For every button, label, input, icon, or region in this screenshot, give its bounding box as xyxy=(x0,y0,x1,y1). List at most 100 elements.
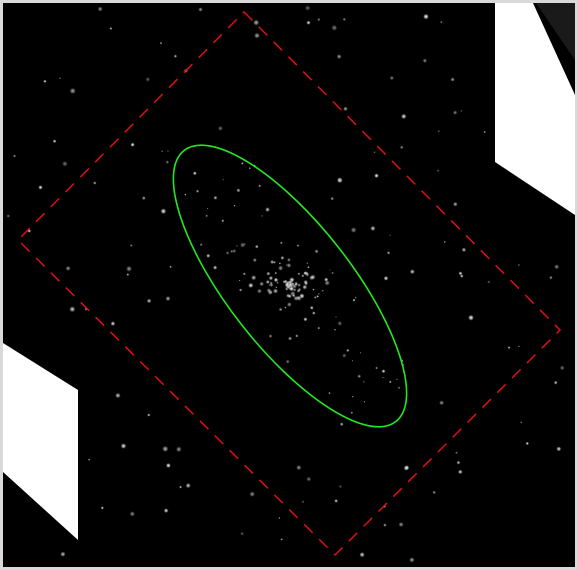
star xyxy=(269,259,275,265)
star xyxy=(225,251,230,255)
star xyxy=(301,500,305,504)
star xyxy=(69,87,77,95)
star xyxy=(253,32,261,39)
star xyxy=(452,201,458,207)
star xyxy=(293,295,299,302)
star xyxy=(284,306,287,309)
star xyxy=(114,392,121,399)
star xyxy=(221,219,225,223)
star xyxy=(328,391,331,395)
star xyxy=(295,334,299,338)
star xyxy=(195,189,200,194)
star xyxy=(398,521,404,528)
star xyxy=(359,551,366,558)
star xyxy=(330,24,338,32)
star xyxy=(184,193,187,196)
star xyxy=(97,6,104,12)
star xyxy=(359,351,362,354)
star xyxy=(333,328,337,331)
star xyxy=(258,184,262,188)
star xyxy=(165,160,170,165)
star xyxy=(304,4,311,12)
star xyxy=(382,523,387,528)
star xyxy=(159,41,163,45)
star xyxy=(317,292,320,295)
star xyxy=(268,275,274,281)
star xyxy=(363,400,366,403)
star xyxy=(486,280,491,284)
star xyxy=(212,265,218,271)
star xyxy=(265,279,271,285)
star xyxy=(280,255,285,261)
star xyxy=(252,257,258,263)
star xyxy=(311,311,316,316)
star xyxy=(92,181,97,185)
star xyxy=(206,207,209,210)
star xyxy=(286,301,292,308)
star xyxy=(58,77,62,80)
star xyxy=(342,106,349,112)
star xyxy=(217,125,224,132)
star xyxy=(331,271,335,275)
star xyxy=(338,484,343,489)
star xyxy=(6,214,11,218)
star xyxy=(556,446,562,452)
star xyxy=(37,184,44,190)
star xyxy=(559,365,565,371)
star xyxy=(130,142,136,148)
star xyxy=(287,293,293,299)
star xyxy=(129,243,133,248)
star xyxy=(68,305,76,313)
star xyxy=(438,400,445,406)
star xyxy=(65,265,71,272)
star xyxy=(197,6,204,13)
star xyxy=(87,458,91,461)
star xyxy=(457,469,463,475)
star xyxy=(306,476,312,482)
star xyxy=(120,442,127,450)
star xyxy=(296,289,301,293)
star xyxy=(436,169,440,173)
star xyxy=(437,129,441,133)
star xyxy=(147,413,151,417)
star xyxy=(240,531,245,536)
star xyxy=(329,269,331,271)
star xyxy=(268,334,273,339)
star xyxy=(400,113,407,120)
star xyxy=(261,214,264,217)
star xyxy=(373,150,376,154)
star xyxy=(341,353,347,358)
star xyxy=(350,411,354,415)
star xyxy=(185,482,192,489)
star xyxy=(342,17,347,22)
star xyxy=(309,305,314,310)
star xyxy=(274,271,278,275)
star xyxy=(383,275,389,281)
footprint-region xyxy=(16,10,562,557)
star xyxy=(254,244,259,249)
star xyxy=(275,286,278,289)
star xyxy=(388,380,392,384)
star xyxy=(100,506,105,510)
star xyxy=(316,294,320,298)
star xyxy=(243,242,246,246)
star xyxy=(336,53,342,60)
star xyxy=(389,234,392,237)
star xyxy=(252,19,260,26)
star xyxy=(232,248,237,254)
star xyxy=(304,281,309,286)
star xyxy=(126,273,130,277)
star xyxy=(354,296,357,299)
star xyxy=(259,281,265,287)
star xyxy=(295,464,302,471)
star xyxy=(517,345,520,348)
star xyxy=(312,288,315,291)
star xyxy=(350,226,357,234)
star xyxy=(110,320,116,327)
star xyxy=(294,282,298,286)
star xyxy=(520,421,523,424)
star xyxy=(222,178,225,181)
star xyxy=(461,247,467,253)
